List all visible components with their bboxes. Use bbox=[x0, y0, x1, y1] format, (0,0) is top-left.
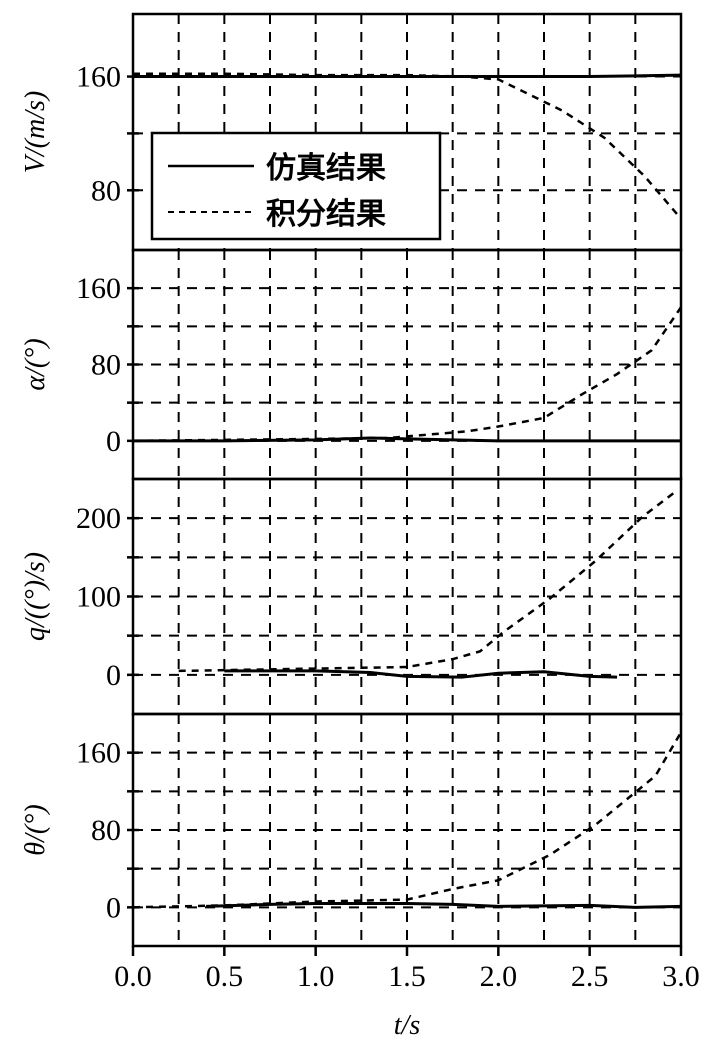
y-tick-label: 160 bbox=[76, 737, 121, 770]
y-tick-label: 80 bbox=[91, 349, 121, 382]
y-tick-label: 160 bbox=[76, 61, 121, 94]
y-axis-label: θ/(°) bbox=[20, 804, 51, 855]
legend: 仿真结果 积分结果 bbox=[150, 131, 442, 241]
integration-series-line bbox=[132, 731, 683, 909]
y-tick-label: 0 bbox=[106, 891, 121, 924]
y-tick-label: 200 bbox=[76, 502, 121, 535]
simulation-series-line bbox=[133, 73, 682, 79]
y-axis-label: V/(m/s) bbox=[20, 91, 51, 173]
y-tick-label: 100 bbox=[76, 581, 121, 614]
legend-box bbox=[150, 131, 442, 241]
y-tick-label: 80 bbox=[91, 814, 121, 847]
y-tick-label: 0 bbox=[106, 659, 121, 692]
panel-2: 0 80 160 α/(°) bbox=[20, 248, 683, 481]
integration-series-line bbox=[133, 72, 682, 220]
x-tick-label: 1.5 bbox=[388, 960, 426, 993]
panel-1: 80 160 V/(m/s) bbox=[20, 12, 683, 252]
legend-label-simulation: 仿真结果 bbox=[266, 151, 386, 186]
x-tick-label: 0.0 bbox=[114, 960, 152, 993]
x-tick-label: 2.5 bbox=[571, 960, 609, 993]
panel-4: 0 80 160 θ/(°) bbox=[20, 712, 683, 948]
y-tick-label: 0 bbox=[106, 425, 121, 458]
simulation-series-line bbox=[224, 669, 618, 679]
y-tick-label: 160 bbox=[76, 272, 121, 305]
x-axis-label: t/s bbox=[394, 1010, 421, 1041]
integration-series-line bbox=[178, 492, 675, 673]
simulation-series-line bbox=[206, 901, 682, 909]
y-axis-label: α/(°) bbox=[20, 338, 51, 390]
y-tick-label: 80 bbox=[91, 174, 121, 207]
panel-3: 0 100 200 q/((°)/s) bbox=[20, 477, 683, 716]
x-tick-label: 0.5 bbox=[206, 960, 244, 993]
integration-series-line bbox=[132, 306, 683, 443]
x-tick-label: 2.0 bbox=[480, 960, 518, 993]
x-tick-label: 3.0 bbox=[662, 960, 700, 993]
x-tick-label: 1.0 bbox=[297, 960, 335, 993]
legend-label-integration: 积分结果 bbox=[266, 197, 386, 232]
y-axis-label: q/((°)/s) bbox=[20, 552, 51, 641]
